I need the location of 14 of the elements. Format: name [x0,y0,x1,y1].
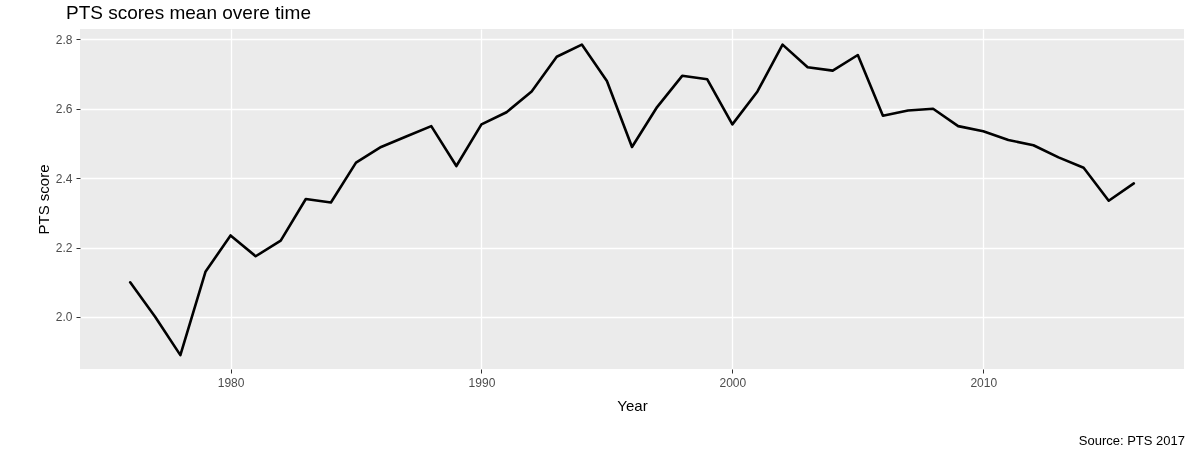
line-series [128,43,1136,357]
x-axis-title: Year [617,396,648,414]
y-tick-label: 2.6 [55,102,73,117]
x-tick-label: 1990 [468,375,496,390]
source-note: Source: PTS 2017 [1078,433,1185,448]
x-tick-label: 1980 [217,375,245,390]
y-tick-label: 2.8 [55,32,73,47]
y-tick-label: 2.2 [55,241,73,256]
y-axis-title: PTS score [34,164,52,235]
chart-title: PTS scores mean overe time [66,2,311,23]
y-tick-label: 2.0 [55,310,73,325]
x-tick-label: 2000 [719,375,747,390]
y-tick-label: 2.4 [55,171,73,186]
x-tick-label: 2010 [970,375,998,390]
